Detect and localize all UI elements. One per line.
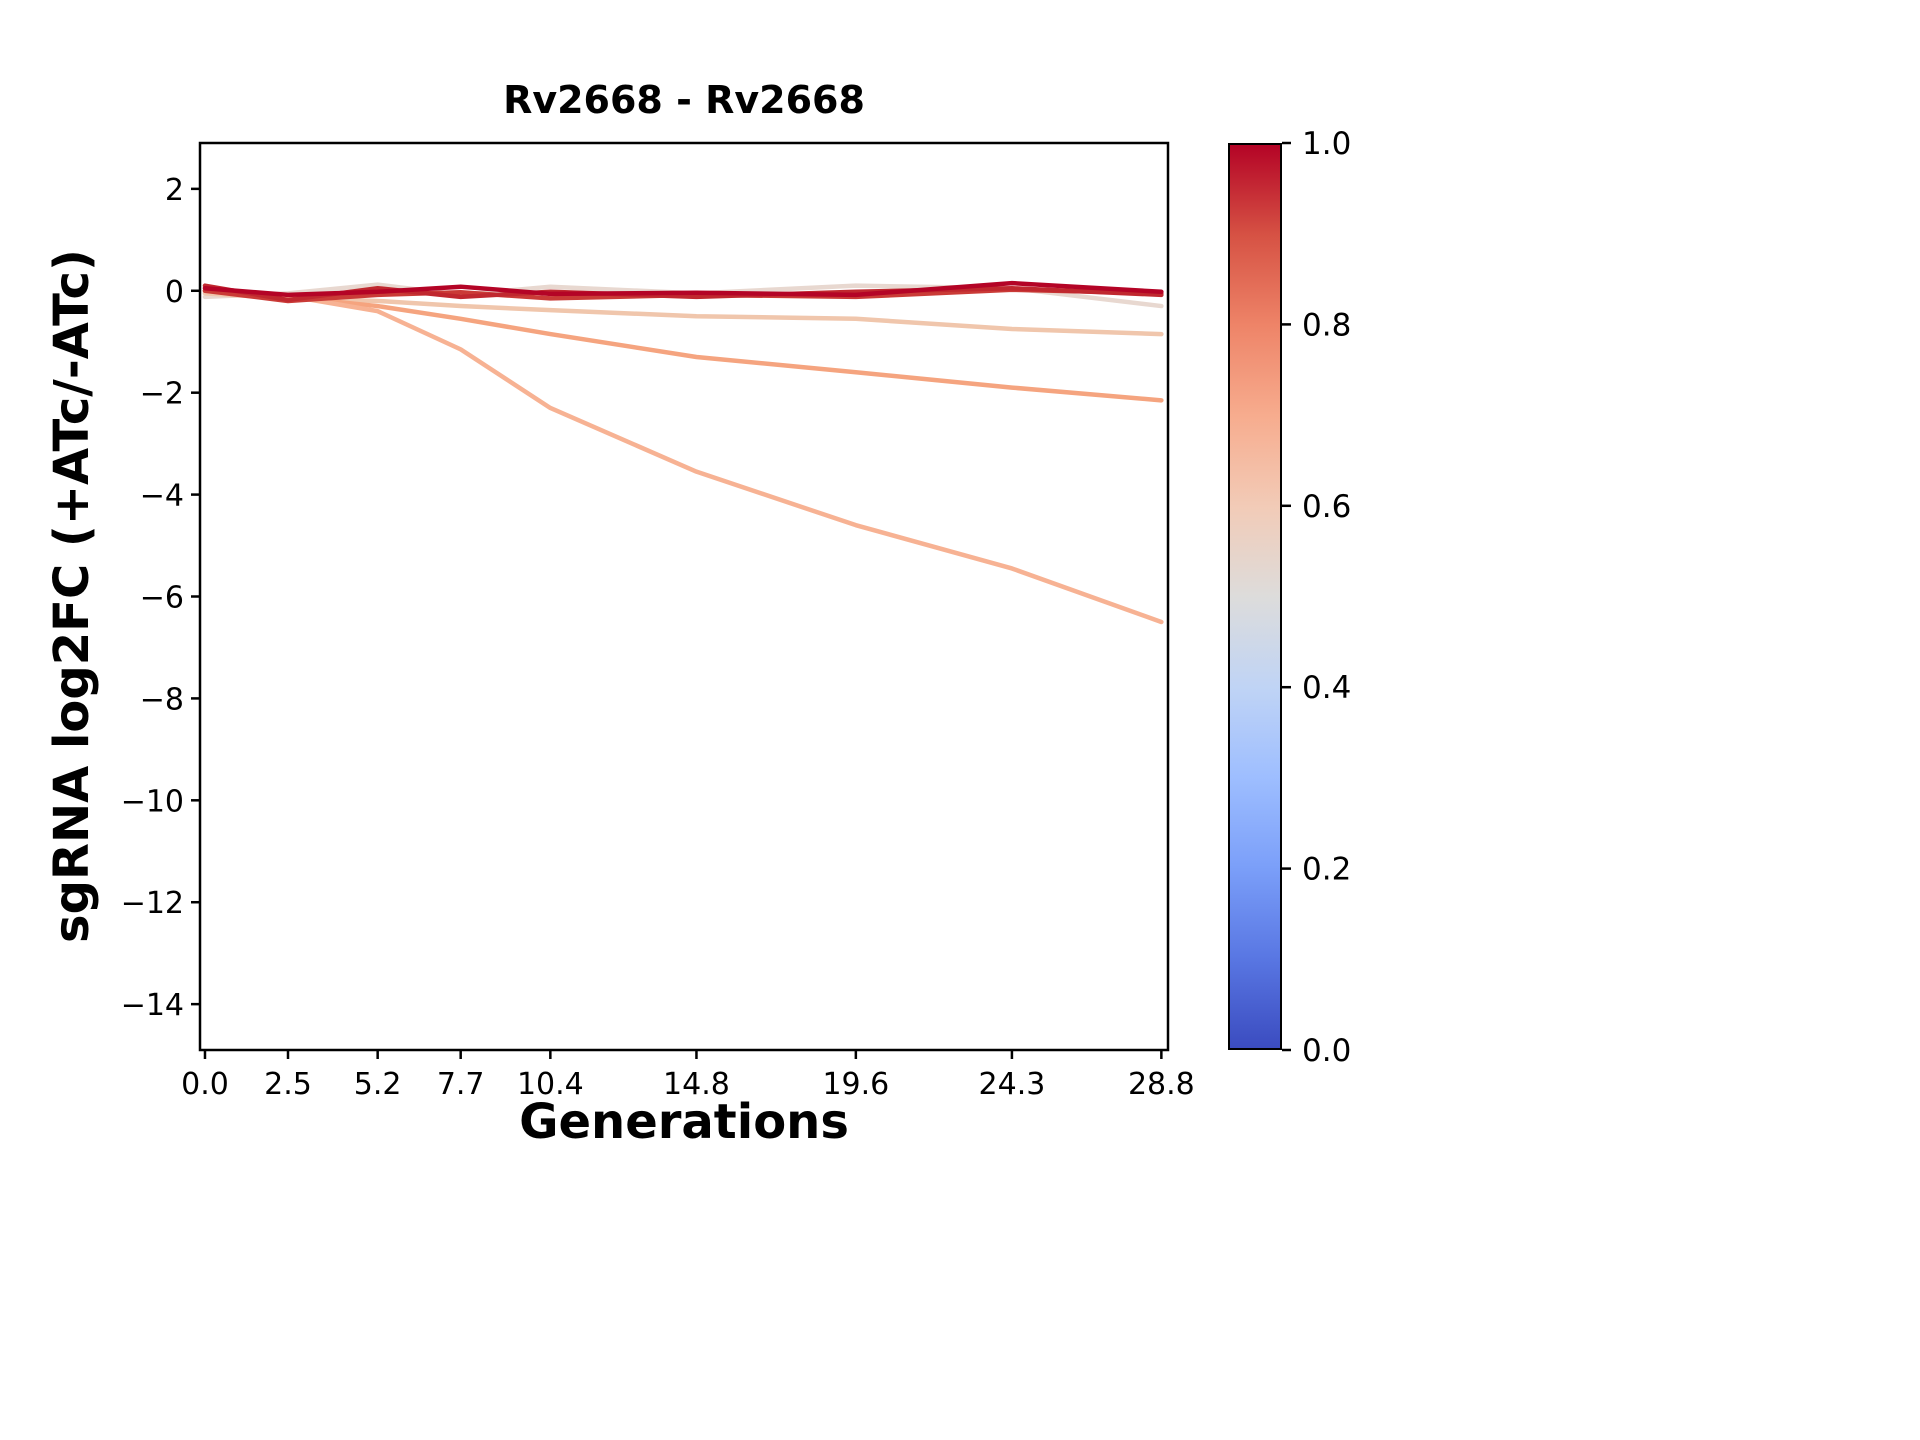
colorbar-tick-label: 0.2 [1302, 852, 1351, 888]
y-tick-label: −4 [140, 479, 184, 514]
axes-spines [198, 141, 1170, 1052]
y-tick-label: 0 [165, 275, 184, 310]
series-line-sgRNA-flat-dark-3 [202, 280, 1164, 298]
x-tick-label: 28.8 [1128, 1067, 1195, 1102]
x-tick-label: 7.7 [437, 1067, 485, 1102]
colorbar-tick-label: 1.0 [1302, 126, 1351, 162]
x-tick-label: 5.2 [354, 1067, 402, 1102]
colorbar [1228, 143, 1282, 1050]
x-tick-label: 10.4 [517, 1067, 584, 1102]
x-axis-label: Generations [519, 1094, 849, 1150]
series-line-sgRNA-flat-dark-1 [202, 287, 1164, 304]
y-tick-label: −14 [121, 988, 184, 1023]
x-tick-label: 24.3 [979, 1067, 1046, 1102]
x-tick-label: 19.6 [822, 1067, 889, 1102]
y-tick-label: −2 [140, 377, 184, 412]
series-line-sgRNA-strong-decline [202, 288, 1164, 625]
y-tick-label: −12 [121, 886, 184, 921]
colorbar-gradient [1230, 145, 1280, 1048]
x-tick-label: 14.8 [663, 1067, 730, 1102]
y-tick-label: −6 [140, 581, 184, 616]
chart-title: Rv2668 - Rv2668 [503, 78, 865, 122]
colorbar-tick-label: 0.4 [1302, 670, 1351, 706]
x-tick-label: 2.5 [264, 1067, 312, 1102]
y-tick-label: −10 [121, 784, 184, 819]
y-axis-label: sgRNA log2FC (+ATc/-ATc) [44, 249, 100, 943]
colorbar-tick-label: 0.0 [1302, 1033, 1351, 1069]
y-tick-label: −8 [140, 682, 184, 717]
colorbar-tick-label: 0.8 [1302, 307, 1351, 343]
colorbar-tick-label: 0.6 [1302, 489, 1351, 525]
series-line-sgRNA-mild-decline [202, 291, 1164, 337]
y-tick-label: 2 [165, 173, 184, 208]
x-tick-label: 0.0 [181, 1067, 229, 1102]
